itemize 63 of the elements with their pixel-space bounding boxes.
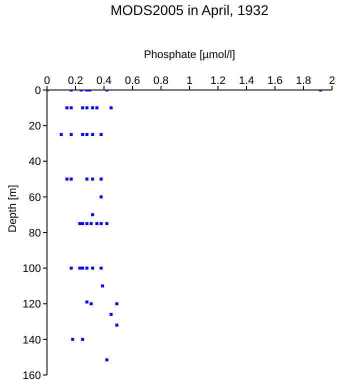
point (85, 222, 88, 226)
point (100, 266, 103, 270)
point (70, 178, 73, 181)
point (71, 338, 74, 341)
x-tick-label: 1.6 (267, 75, 283, 87)
point (81, 222, 84, 226)
point (81, 106, 84, 110)
y-tick-label: 80 (28, 227, 41, 240)
point (85, 266, 88, 270)
point (100, 133, 103, 136)
point (85, 133, 88, 136)
point (91, 178, 94, 181)
point (105, 358, 108, 362)
y-tick-label: 40 (28, 156, 41, 168)
point (91, 133, 94, 136)
x-tick-label: 0.2 (68, 75, 84, 87)
point (95, 106, 98, 110)
x-tick-label: 2 (328, 75, 336, 87)
point (91, 266, 94, 270)
y-tick-label: 120 (22, 298, 41, 311)
x-tick-label: 0.4 (96, 75, 112, 87)
point (101, 284, 104, 288)
y-tick-label: 140 (22, 334, 41, 346)
point (70, 133, 73, 136)
x-tick-label: 1.4 (238, 75, 254, 87)
y-axis-title: Depth [m] (6, 184, 19, 232)
x-tick-label: 1 (186, 75, 193, 87)
y-tick-label: 0 (34, 84, 41, 97)
x-axis-title: Phosphate [µmol/l] (144, 48, 236, 61)
point (100, 222, 103, 226)
point (90, 302, 93, 306)
point (100, 178, 103, 181)
x-tick-label: 0 (44, 75, 50, 87)
x-tick-label: 1.8 (296, 75, 312, 87)
point (60, 133, 63, 136)
point (70, 106, 73, 110)
point (91, 106, 94, 110)
point (70, 266, 73, 270)
y-tick-label: 20 (28, 120, 41, 133)
point (95, 222, 98, 226)
chart-title: MODS2005 in April, 1932 (110, 2, 270, 18)
x-tick-label: 0.8 (153, 75, 169, 87)
point (65, 106, 68, 110)
y-tick-label: 60 (28, 192, 41, 204)
point (90, 222, 93, 226)
point (115, 324, 118, 327)
point (81, 133, 84, 136)
point (110, 106, 113, 110)
point (105, 222, 108, 226)
point (91, 213, 94, 216)
point (65, 178, 68, 181)
point (85, 300, 88, 304)
point (85, 106, 88, 110)
y-tick-label: 160 (22, 370, 41, 382)
point (100, 195, 103, 198)
x-tick-label: 0.6 (124, 75, 140, 87)
point (81, 338, 84, 341)
point (115, 302, 118, 306)
point (81, 266, 84, 270)
x-tick-label: 1.2 (210, 75, 226, 87)
y-tick-label: 100 (22, 263, 41, 276)
point (85, 178, 88, 181)
point (110, 312, 113, 316)
